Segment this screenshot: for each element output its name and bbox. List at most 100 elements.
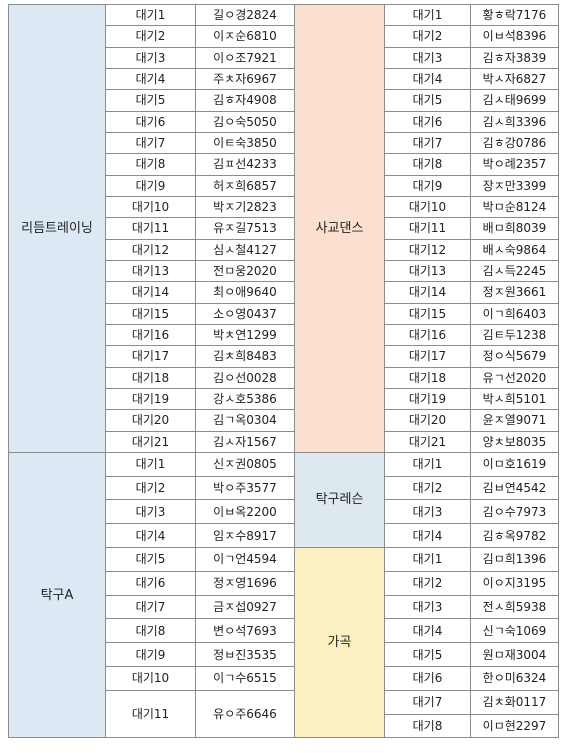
wait-number: 대기11 (384, 217, 471, 240)
applicant-name: 김ㅌ두1238 (470, 323, 559, 347)
table-row: 대기8 변ㅇ석7693 대기4 신ㄱ숙1069 (9, 618, 559, 644)
wait-number: 대기14 (105, 281, 196, 304)
wait-number: 대기3 (384, 594, 471, 620)
applicant-name: 김ㅁ희1396 (470, 547, 559, 572)
applicant-name: 전ㅅ희5938 (470, 594, 559, 620)
applicant-name: 정ㅈ영1696 (195, 570, 295, 596)
table-row: 대기5 김ㅎ자4908 대기5 김ㅅ태9699 (9, 89, 559, 112)
applicant-name: 심ㅅ철4127 (195, 238, 295, 261)
table-row: 대기9 허ㅈ희6857 대기9 장ㅈ만3399 (9, 174, 559, 197)
table-row: 탁구A 대기1 신ㅈ권0805 탁구레슨 대기1 이ㅁ호1619 (8, 451, 559, 739)
wait-number: 대기4 (384, 67, 471, 91)
wait-number: 대기5 (384, 89, 471, 112)
wait-number: 대기4 (384, 618, 471, 644)
wait-number: 대기3 (384, 499, 471, 525)
table-row: 대기8 이ㅁ현2297 (9, 713, 559, 739)
applicant-name: 이ㄱ수6515 (195, 666, 295, 691)
applicant-name: 이ㅇ조7921 (195, 46, 295, 69)
applicant-name: 신ㄱ숙1069 (470, 618, 559, 644)
table-row: 대기4 임ㅈ수8917 대기4 김ㅎ옥9782 (9, 523, 559, 549)
wait-number: 대기1 (384, 547, 471, 572)
table-row: 대기7 금ㅈ섭0927 대기3 전ㅅ희5938 (9, 594, 559, 620)
wait-number: 대기16 (105, 323, 196, 347)
table-row: 대기7 이ㅌ숙3850 대기7 김ㅎ강0786 (9, 131, 559, 155)
table-row: 대기12 심ㅅ철4127 대기12 배ㅅ숙9864 (9, 238, 559, 261)
applicant-name: 김ㅂ연4542 (470, 475, 559, 501)
wait-number: 대기3 (105, 499, 196, 525)
wait-number: 대기7 (105, 594, 196, 620)
wait-number: 대기6 (105, 110, 196, 133)
applicant-name: 장ㅈ만3399 (470, 174, 559, 197)
table-row: 대기3 이ㅂ옥2200 대기3 김ㅇ수7973 (9, 499, 559, 525)
applicant-name: 박ㅈ기2823 (195, 195, 295, 219)
wait-number: 대기7 (384, 689, 471, 715)
table-row: 대기16 박ㅊ연1299 대기16 김ㅌ두1238 (9, 323, 559, 347)
applicant-name: 임ㅈ수8917 (195, 523, 295, 549)
wait-number: 대기8 (105, 618, 196, 644)
applicant-name: 박ㅅ희5101 (470, 387, 559, 411)
wait-number: 대기1 (384, 451, 471, 477)
table-row: 대기4 주ㅊ자6967 대기4 박ㅅ자6827 (9, 67, 559, 91)
applicant-name: 김ㅎ자3839 (470, 46, 559, 69)
table-row: 리듬트레이닝 대기1 길ㅇ경2824 사교댄스 대기1 황ㅎ락7176 (8, 3, 559, 453)
applicant-name: 이ㅂ석8396 (470, 25, 559, 48)
wait-number: 대기2 (105, 475, 196, 501)
wait-number: 대기12 (105, 238, 196, 261)
applicant-name: 이ㄱ희6403 (470, 302, 559, 325)
waitlist-table: 리듬트레이닝 대기1 길ㅇ경2824 사교댄스 대기1 황ㅎ락7176 대기2 이ㅈ순6810… (8, 3, 559, 739)
wait-number: 대기2 (384, 570, 471, 596)
applicant-name: 길ㅇ경2824 (195, 3, 295, 27)
table-row: 대기11 유ㅈ길7513 대기11 배ㅁ희8039 (9, 217, 559, 240)
applicant-name: 이ㅇ지3195 (470, 570, 559, 596)
wait-number: 대기4 (105, 523, 196, 549)
wait-number: 대기13 (384, 259, 471, 283)
wait-number: 대기1 (105, 451, 196, 477)
wait-number: 대기9 (384, 174, 471, 197)
applicant-name: 이ㅁ호1619 (470, 451, 559, 477)
applicant-name: 황ㅎ락7176 (470, 3, 559, 27)
wait-number: 대기7 (105, 131, 196, 155)
wait-number: 대기7 (384, 131, 471, 155)
table-row: 대기10 이ㄱ수6515 대기6 한ㅇ미6324 (9, 666, 559, 691)
wait-number: 대기4 (105, 67, 196, 91)
wait-number: 대기20 (105, 409, 196, 432)
applicant-name: 원ㅁ재3004 (470, 642, 559, 668)
wait-number: 대기21 (384, 430, 471, 453)
wait-number: 대기18 (384, 366, 471, 389)
wait-number: 대기9 (105, 174, 196, 197)
applicant-name: 김ㅊ화0117 (470, 689, 559, 715)
applicant-name: 배ㅁ희8039 (470, 217, 559, 240)
applicant-name: 배ㅅ숙9864 (470, 238, 559, 261)
applicant-name: 김ㅇ숙5050 (195, 110, 295, 133)
wait-number: 대기14 (384, 281, 471, 304)
applicant-name: 금ㅈ섭0927 (195, 594, 295, 620)
applicant-name: 김ㅅ희3396 (470, 110, 559, 133)
wait-number: 대기9 (105, 642, 196, 668)
applicant-name: 한ㅇ미6324 (470, 666, 559, 691)
table-row: 대기6 김ㅇ숙5050 대기6 김ㅅ희3396 (9, 110, 559, 133)
applicant-name: 유ㅇ주6646 (195, 689, 295, 739)
applicant-name: 김ㅎ옥9782 (470, 523, 559, 549)
applicant-name: 김ㅅ태9699 (470, 89, 559, 112)
applicant-name: 박ㅅ자6827 (470, 67, 559, 91)
wait-number: 대기6 (384, 110, 471, 133)
applicant-name: 박ㅇ례2357 (470, 153, 559, 176)
applicant-name: 정ㅂ진3535 (195, 642, 295, 668)
table-row: 대기20 김ㄱ옥0304 대기20 윤ㅈ열9071 (9, 409, 559, 432)
applicant-name: 김ㅇ수7973 (470, 499, 559, 525)
wait-number: 대기5 (384, 642, 471, 668)
table-row: 대기10 박ㅈ기2823 대기10 박ㅁ순8124 (9, 195, 559, 219)
wait-number: 대기3 (384, 46, 471, 69)
wait-number: 대기12 (384, 238, 471, 261)
wait-number: 대기2 (384, 25, 471, 48)
wait-number: 대기15 (384, 302, 471, 325)
wait-number: 대기11 (105, 689, 196, 739)
applicant-name: 변ㅇ석7693 (195, 618, 295, 644)
applicant-name: 유ㄱ선2020 (470, 366, 559, 389)
wait-number: 대기3 (105, 46, 196, 69)
program-name: 리듬트레이닝 (8, 4, 106, 453)
wait-number: 대기10 (384, 195, 471, 219)
table-row: 대기18 김ㅇ선0028 대기18 유ㄱ선2020 (9, 366, 559, 389)
wait-number: 대기19 (384, 387, 471, 411)
applicant-name: 신ㅈ권0805 (195, 451, 295, 477)
